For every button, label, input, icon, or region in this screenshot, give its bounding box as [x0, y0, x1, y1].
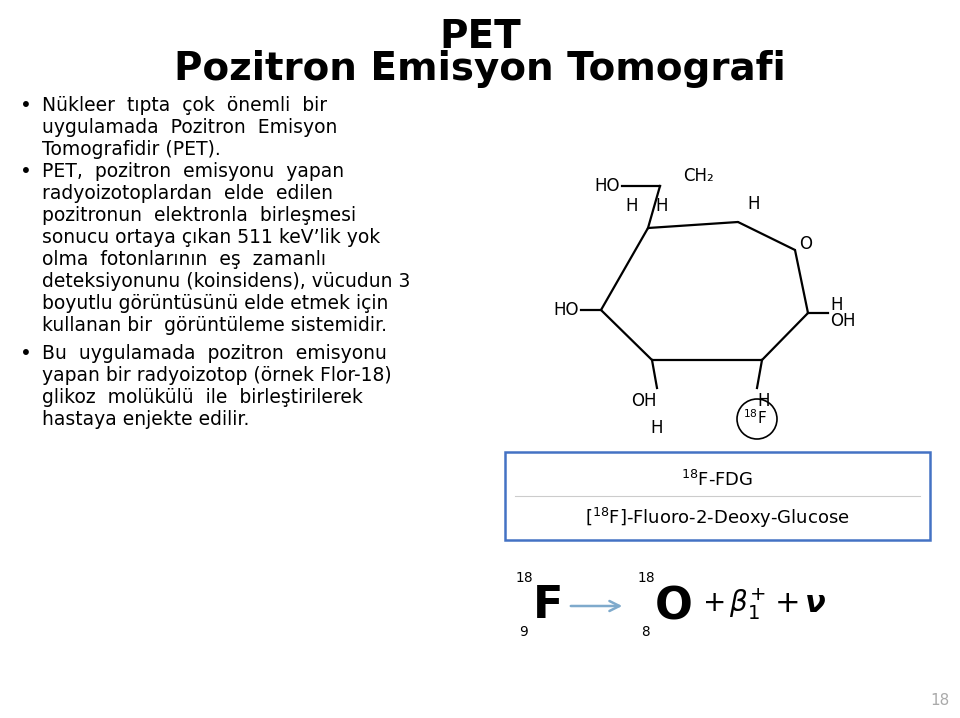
Text: boyutlu görüntüsünü elde etmek için: boyutlu görüntüsünü elde etmek için	[42, 294, 389, 313]
Bar	[505, 452, 930, 540]
Text: uygulamada  Pozitron  Emisyon: uygulamada Pozitron Emisyon	[42, 118, 337, 137]
Text: Pozitron Emisyon Tomografi: Pozitron Emisyon Tomografi	[174, 50, 786, 88]
Text: $^{18}$F: $^{18}$F	[743, 409, 767, 427]
Text: kullanan bir  görüntüleme sistemidir.: kullanan bir görüntüleme sistemidir.	[42, 316, 387, 335]
Text: $_{8}$: $_{8}$	[641, 620, 651, 639]
Text: deteksiyonunu (koinsidens), vücudun 3: deteksiyonunu (koinsidens), vücudun 3	[42, 272, 410, 291]
Text: yapan bir radyoizotop (örnek Flor-18): yapan bir radyoizotop (örnek Flor-18)	[42, 366, 392, 385]
Text: Tomografidir (PET).: Tomografidir (PET).	[42, 140, 221, 159]
Text: $^{18}$F-FDG: $^{18}$F-FDG	[682, 470, 754, 490]
Text: $^{18}$: $^{18}$	[515, 573, 533, 592]
Text: HO: HO	[554, 301, 579, 319]
Text: [$^{18}$F]-Fluoro-2-Deoxy-Glucose: [$^{18}$F]-Fluoro-2-Deoxy-Glucose	[586, 506, 850, 530]
Text: $+\,\beta_{1}^{+}$: $+\,\beta_{1}^{+}$	[702, 586, 766, 622]
Text: H: H	[748, 195, 760, 213]
Text: O: O	[799, 235, 812, 253]
Text: PET: PET	[439, 18, 521, 56]
Text: $_{9}$: $_{9}$	[519, 620, 529, 639]
Text: Bu  uygulamada  pozitron  emisyonu: Bu uygulamada pozitron emisyonu	[42, 344, 387, 363]
Text: radyoizotoplardan  elde  edilen: radyoizotoplardan elde edilen	[42, 184, 333, 203]
Text: •: •	[20, 344, 32, 363]
Text: •: •	[20, 162, 32, 181]
Text: HO: HO	[594, 177, 620, 195]
Text: CH₂: CH₂	[683, 167, 713, 185]
Text: H: H	[830, 296, 843, 314]
Text: hastaya enjekte edilir.: hastaya enjekte edilir.	[42, 410, 250, 429]
Text: PET,  pozitron  emisyonu  yapan: PET, pozitron emisyonu yapan	[42, 162, 344, 181]
Text: pozitronun  elektronla  birleşmesi: pozitronun elektronla birleşmesi	[42, 206, 356, 225]
Text: glikoz  molükülü  ile  birleştirilerek: glikoz molükülü ile birleştirilerek	[42, 388, 363, 407]
Text: H: H	[757, 392, 770, 410]
Text: $+\,\boldsymbol{\nu}$: $+\,\boldsymbol{\nu}$	[774, 589, 827, 618]
Text: Nükleer  tıpta  çok  önemli  bir: Nükleer tıpta çok önemli bir	[42, 96, 327, 115]
Text: H: H	[651, 419, 663, 437]
Text: $\mathbf{O}$: $\mathbf{O}$	[654, 584, 691, 628]
Text: H: H	[626, 197, 638, 215]
Text: $\mathbf{F}$: $\mathbf{F}$	[532, 584, 561, 628]
Text: sonucu ortaya çıkan 511 keV’lik yok: sonucu ortaya çıkan 511 keV’lik yok	[42, 228, 380, 247]
Text: H: H	[656, 197, 668, 215]
Text: OH: OH	[632, 392, 657, 410]
FancyArrowPatch shape	[571, 601, 619, 611]
Text: OH: OH	[830, 312, 855, 330]
Text: olma  fotonlarının  eş  zamanlı: olma fotonlarının eş zamanlı	[42, 250, 326, 269]
Text: •: •	[20, 96, 32, 115]
Text: $^{18}$: $^{18}$	[636, 573, 656, 592]
Text: 18: 18	[931, 693, 950, 708]
